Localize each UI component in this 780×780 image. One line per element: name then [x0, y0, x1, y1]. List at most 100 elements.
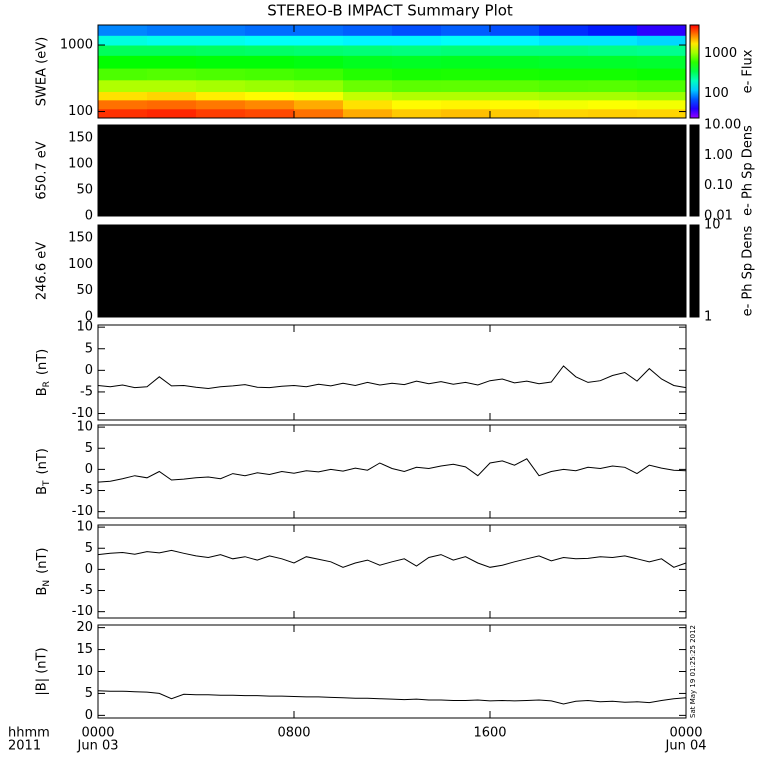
- spectrogram-cell: [441, 68, 491, 81]
- spectrogram-cell: [98, 25, 148, 36]
- colorbar-label: e- Ph Sp Dens: [741, 225, 756, 316]
- spectrogram-cell: [490, 35, 540, 46]
- y-tick-label: 20: [76, 620, 93, 635]
- panel-background: [98, 125, 686, 216]
- spectrogram-cell: [147, 99, 197, 110]
- y-tick-label: 10: [76, 520, 93, 535]
- spectrogram-cell: [441, 99, 491, 110]
- spectrogram-cell: [196, 91, 246, 101]
- spectrogram-cell: [392, 55, 442, 69]
- spectrogram-cell: [147, 35, 197, 46]
- colorbar-tick-label: 1.00: [704, 148, 733, 163]
- spectrogram-cell: [539, 45, 589, 56]
- y-tick-label: 0: [85, 209, 93, 224]
- y-tick-label: 0: [85, 708, 93, 723]
- spectrogram-cell: [98, 108, 148, 119]
- spectrogram-cell: [98, 55, 148, 69]
- y-axis-label: BR (nT): [35, 349, 52, 397]
- spectrogram-cell: [196, 55, 246, 69]
- y-tick-label: 5: [85, 686, 93, 701]
- panel-background: [98, 325, 686, 420]
- colorbar-tick-label: 10: [704, 218, 721, 233]
- x-date-label: Jun 03: [77, 739, 119, 754]
- spectrogram-cell: [147, 91, 197, 101]
- y-label-subscript: R: [42, 381, 52, 387]
- spectrogram-cell: [98, 79, 148, 93]
- spectrogram-cell: [147, 45, 197, 56]
- spectrogram-cell: [490, 91, 540, 101]
- field-trace: [97, 365, 687, 390]
- spectrogram-cell: [245, 99, 295, 110]
- spectrogram-cell: [294, 68, 344, 81]
- y-tick-label: 100: [68, 104, 93, 119]
- x-date-label: Jun 04: [665, 739, 707, 754]
- spectrogram-cell: [490, 68, 540, 81]
- spectrogram-cell: [294, 55, 344, 69]
- panel-background: [98, 225, 686, 317]
- y-label-subscript: N: [42, 580, 52, 587]
- spectrogram-cell: [343, 25, 393, 36]
- y-label-subscript: T: [42, 480, 52, 487]
- spectrogram-cell: [343, 108, 393, 119]
- spectrogram-cell: [294, 79, 344, 93]
- spectrogram-cell: [392, 79, 442, 93]
- spectrogram-cell: [294, 35, 344, 46]
- spectrogram-cell: [637, 55, 687, 69]
- panel-background: [98, 625, 686, 718]
- y-tick-label: 100: [68, 157, 93, 172]
- spectrogram-cell: [539, 108, 589, 119]
- spectrogram-cell: [98, 45, 148, 56]
- spectrogram-cell: [588, 108, 638, 119]
- y-label-unit: (nT): [35, 548, 50, 574]
- spectrogram-cell: [147, 25, 197, 36]
- spectrogram-cell: [490, 79, 540, 93]
- y-axis-label: 246.6 eV: [35, 242, 50, 300]
- spectrogram-cell: [588, 68, 638, 81]
- y-tick-label: -10: [72, 604, 93, 619]
- spectrogram-cell: [98, 68, 148, 81]
- spectrogram-cell: [245, 79, 295, 93]
- spectrogram-cell: [147, 79, 197, 93]
- spectrogram-cell: [441, 79, 491, 93]
- spectrogram-cell: [196, 35, 246, 46]
- colorbar-tick-label: 1000: [704, 46, 737, 61]
- spectrogram-cell: [539, 55, 589, 69]
- spectrogram-cell: [245, 68, 295, 81]
- y-tick-label: 50: [76, 283, 93, 298]
- x-row-label: hhmm: [8, 726, 50, 741]
- colorbar: [689, 24, 700, 119]
- spectrogram-cell: [490, 45, 540, 56]
- y-label-symbol: B: [35, 387, 50, 396]
- panel-frame: [97, 24, 687, 119]
- colorbar-tick-label: 100: [704, 86, 729, 101]
- colorbar-tick-label: 0.01: [704, 209, 733, 224]
- y-tick-label: 5: [85, 541, 93, 556]
- x-tick-label: 0000: [81, 726, 114, 741]
- y-tick-label: 150: [68, 131, 93, 146]
- y-axis-label: SWEA (eV): [35, 37, 50, 106]
- colorbar-tick-label: 0.10: [704, 178, 733, 193]
- panel-frame: [97, 224, 687, 318]
- spectrogram-cell: [392, 35, 442, 46]
- y-tick-label: -5: [80, 483, 93, 498]
- y-tick-label: 0: [85, 462, 93, 477]
- colorbar-tick-label: 1: [704, 310, 712, 325]
- spectrogram-cell: [539, 35, 589, 46]
- spectrogram-cell: [147, 108, 197, 119]
- spectrogram-cell: [490, 108, 540, 119]
- spectrogram-cell: [343, 45, 393, 56]
- y-axis-label: BT (nT): [35, 448, 52, 495]
- spectrogram-cell: [637, 68, 687, 81]
- spectrogram-cell: [147, 55, 197, 69]
- spectrogram-cell: [637, 108, 687, 119]
- y-axis-label: |B| (nT): [35, 647, 50, 695]
- field-trace: [97, 549, 687, 568]
- y-tick-label: 0: [85, 562, 93, 577]
- x-tick-label: 1600: [473, 726, 506, 741]
- y-tick-label: 5: [85, 341, 93, 356]
- panel-frame: [97, 124, 687, 217]
- y-tick-label: 15: [76, 642, 93, 657]
- spectrogram-cell: [441, 25, 491, 36]
- spectrogram-cell: [245, 35, 295, 46]
- spectrogram-cell: [588, 25, 638, 36]
